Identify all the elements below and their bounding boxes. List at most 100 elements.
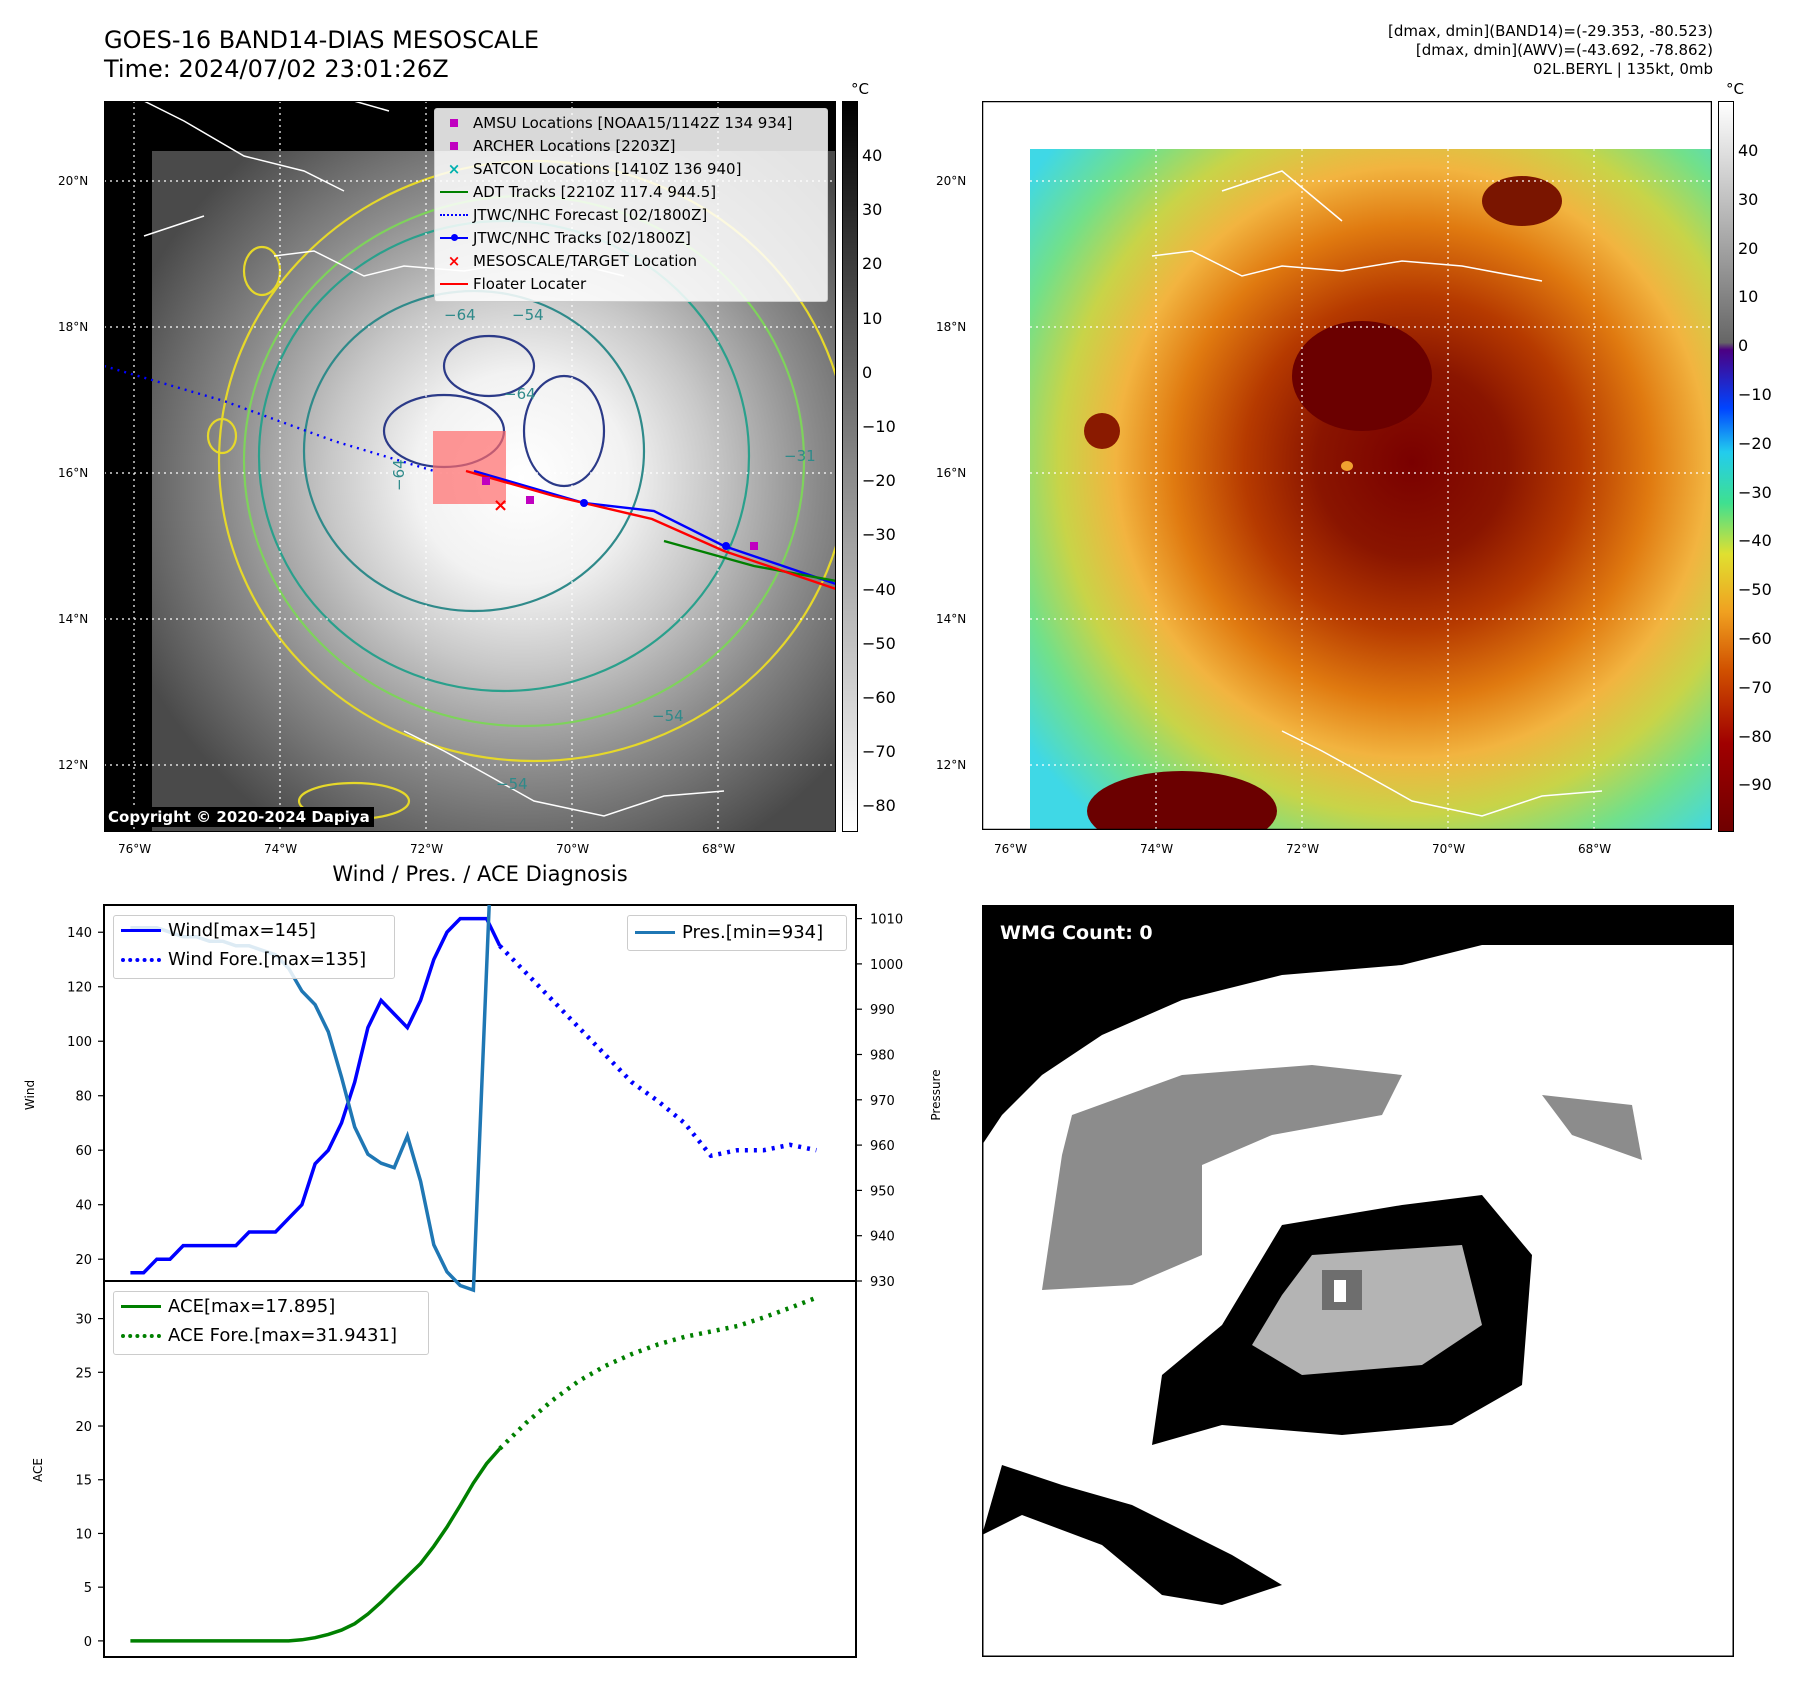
map-gridlines [982,101,1712,830]
forecast-track [104,364,435,473]
archer-marker [482,477,490,485]
dry-slot [1482,176,1562,226]
lon-label: 68°W [1578,842,1612,856]
wmg-eye-region [1334,1280,1346,1302]
dry-slot [1084,413,1120,449]
series-line [130,1447,502,1643]
lat-label: 18°N [58,320,89,334]
lon-label: 72°W [1286,842,1320,856]
colorbar-tick: −50 [1738,580,1772,600]
colorbar-unit: °C [1726,80,1744,98]
coastlines [1151,170,1603,817]
page-title: GOES-16 BAND14-DIAS MESOSCALE Time: 2024… [104,26,539,84]
lon-label: 76°W [118,842,152,856]
colorbar-tick: −90 [1738,775,1772,795]
y-tick-label: 980 [870,1048,895,1063]
colorbar-tick: 30 [862,200,883,220]
dry-slot [1087,771,1277,830]
colorbar-tick: 0 [862,362,873,382]
colorbar-tick: 0 [1738,336,1749,356]
y-tick-label: 20 [75,1253,92,1268]
wind-legend: Wind[max=145] Wind Fore.[max=135] [113,915,395,979]
y-tick-label: 970 [870,1094,895,1109]
wmg-dark-region [982,905,1734,1145]
ace-axis-label: ACE [31,1458,45,1482]
legend-entry: JTWC/NHC Forecast [02/1800Z] [435,203,827,226]
colorbar-tick: 20 [1738,238,1759,258]
lat-label: 12°N [936,758,967,772]
lat-label: 14°N [58,612,89,626]
y-tick-label: 30 [75,1313,92,1328]
colorbar-tick: −60 [862,688,896,707]
colorbar-ticks: 40 30 20 10 0 −10 −20 −30 −40 −50 −60 −70 −80 −90 [1738,101,1778,830]
awv-field [1030,149,1712,830]
colorbar-tick: −10 [1738,385,1772,404]
y-tick-label: 20 [75,1420,92,1435]
contour-label: −64 [444,306,476,324]
lat-label: 14°N [936,612,967,626]
colorbar-tick: −70 [862,742,896,762]
y-tick-label: 990 [870,1003,895,1018]
series-line [498,944,817,1159]
lat-label: 18°N [936,320,967,334]
contour-label: −54 [652,707,684,725]
title-line1: GOES-16 BAND14-DIAS MESOSCALE [104,26,540,54]
contour-label: −54 [512,306,544,324]
contour-label: −64 [390,459,408,491]
legend-entry: AMSU Locations [NOAA15/1142Z 134 934] [435,111,827,134]
eye-marker [1341,461,1353,471]
colorbar-tick: −70 [1738,677,1772,697]
y-tick-label: 140 [67,926,92,941]
contour-label: −31 [784,447,816,465]
floater-locator [465,469,836,591]
colorbar-tick: 10 [862,308,883,328]
wind-axis-label: Wind [23,1080,37,1110]
lat-label: 12°N [58,758,89,772]
wmg-gray-region [1542,1095,1642,1160]
y-tick-label: 940 [870,1230,895,1245]
colorbar-ticks: 40 30 20 10 0 −10 −20 −30 −40 −50 −60 −70 −80 [862,101,902,830]
series-line [130,916,502,1275]
legend-entry: Pres.[min=934] [628,916,846,948]
best-track [473,469,836,586]
contour-labels: −64 −54 −64 −64 −54 −31 −54 [390,306,816,793]
lon-label: 76°W [994,842,1028,856]
ace-legend: ACE[max=17.895] ACE Fore.[max=31.9431] [113,1291,429,1355]
target-x-marker: × [493,495,508,516]
lon-label: 70°W [556,842,590,856]
awv-colorbar [1718,101,1734,832]
contour-label: −64 [504,385,536,403]
legend-entry: ADT Tracks [2210Z 117.4 944.5] [435,180,827,203]
track-point [580,499,588,507]
pressure-axis-label: Pressure [929,1069,943,1120]
map-legend: AMSU Locations [NOAA15/1142Z 134 934] AR… [434,108,828,302]
copyright-notice: Copyright © 2020-2024 Dapiya [104,807,374,827]
info-line1: [dmax, dmin](BAND14)=(-29.353, -80.523) [1388,22,1713,40]
legend-entry: × MESOSCALE/TARGET Location [447,251,698,270]
y-tick-label: 100 [67,1035,92,1050]
legend-entry: ACE Fore.[max=31.9431] [114,1321,428,1350]
colorbar-tick: 10 [1738,287,1759,307]
colorbar-tick: −40 [1738,531,1772,551]
colorbar-tick: 20 [862,254,883,274]
lat-label: 20°N [58,174,89,188]
y-tick-label: 950 [870,1184,895,1199]
wind-layer: 20 40 60 80 100 120 140 [67,916,817,1275]
title-line2: Time: 2024/07/02 23:01:26Z [104,55,449,83]
lat-label: 20°N [936,174,967,188]
legend-entry: Wind[max=145] [114,916,394,945]
y-tick-label: 1000 [870,958,903,973]
info-line3: 02L.BERYL | 135kt, 0mb [1533,60,1713,78]
lon-label: 70°W [1432,842,1466,856]
colorbar-tick: 30 [1738,189,1759,209]
colorbar-tick: −20 [1738,433,1772,453]
awv-satellite-map [982,101,1712,830]
colorbar-tick: −80 [1738,726,1772,746]
colorbar-unit: °C [851,80,869,98]
legend-entry: Wind Fore.[max=135] [114,945,394,974]
legend-entry: × SATCON Locations [1410Z 136 940] [447,159,742,178]
y-tick-label: 15 [75,1474,92,1489]
colorbar-tick: −30 [862,525,896,545]
legend-entry: ACE[max=17.895] [114,1292,428,1321]
